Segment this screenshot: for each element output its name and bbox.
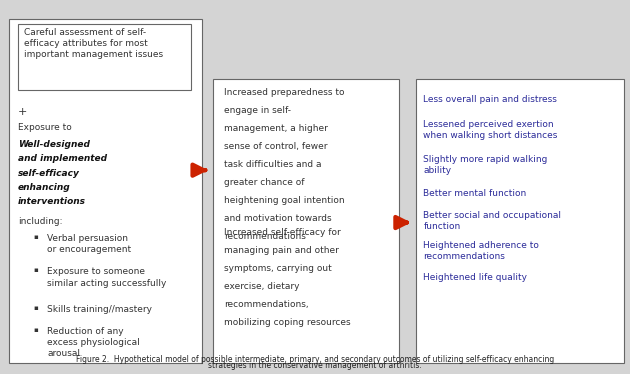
Text: Exposure to someone
similar acting successfully: Exposure to someone similar acting succe… (47, 267, 166, 288)
Text: ▪: ▪ (33, 234, 38, 240)
Text: ▪: ▪ (33, 327, 38, 333)
Text: management, a higher: management, a higher (224, 124, 328, 133)
Text: interventions: interventions (18, 197, 86, 206)
Bar (18, 24, 191, 90)
Text: strategies in the conservative management of arthritis.: strategies in the conservative managemen… (208, 361, 422, 370)
Text: Figure 2.  Hypothetical model of possible intermediate, primary, and secondary o: Figure 2. Hypothetical model of possible… (76, 355, 554, 364)
Bar (416, 79, 624, 363)
Text: Increased preparedness to: Increased preparedness to (224, 88, 344, 97)
Text: exercise, dietary: exercise, dietary (224, 282, 299, 291)
Text: Better mental function: Better mental function (423, 189, 527, 198)
Text: Skills training//mastery: Skills training//mastery (47, 305, 152, 314)
Text: Reduction of any
excess physiological
arousal: Reduction of any excess physiological ar… (47, 327, 140, 358)
Text: ▪: ▪ (33, 267, 38, 273)
Text: engage in self-: engage in self- (224, 106, 290, 115)
Text: Heightened life quality: Heightened life quality (423, 273, 527, 282)
Text: heightening goal intention: heightening goal intention (224, 196, 344, 205)
Text: Well-designed: Well-designed (18, 140, 89, 149)
Text: and implemented: and implemented (18, 154, 106, 163)
Text: enhancing: enhancing (18, 183, 71, 192)
Text: sense of control, fewer: sense of control, fewer (224, 142, 327, 151)
Text: Verbal persuasion
or encouragement: Verbal persuasion or encouragement (47, 234, 132, 254)
Text: Increased self-efficacy for: Increased self-efficacy for (224, 228, 340, 237)
Text: Exposure to: Exposure to (18, 123, 71, 132)
Bar (9, 19, 202, 363)
Text: Heightened adherence to
recommendations: Heightened adherence to recommendations (423, 241, 539, 261)
Text: Slightly more rapid walking
ability: Slightly more rapid walking ability (423, 155, 547, 175)
Text: and motivation towards: and motivation towards (224, 214, 331, 223)
Text: +: + (18, 107, 27, 117)
Text: Careful assessment of self-
efficacy attributes for most
important management is: Careful assessment of self- efficacy att… (24, 28, 163, 59)
Text: ▪: ▪ (33, 305, 38, 311)
Text: task difficulties and a: task difficulties and a (224, 160, 321, 169)
Text: recommendations,: recommendations, (224, 300, 308, 309)
Text: Better social and occupational
function: Better social and occupational function (423, 211, 561, 232)
Text: Lessened perceived exertion
when walking short distances: Lessened perceived exertion when walking… (423, 120, 558, 140)
Text: greater chance of: greater chance of (224, 178, 304, 187)
Text: including:: including: (18, 217, 62, 226)
Bar (213, 79, 399, 363)
Text: Less overall pain and distress: Less overall pain and distress (423, 95, 558, 104)
Text: managing pain and other: managing pain and other (224, 246, 338, 255)
Text: mobilizing coping resources: mobilizing coping resources (224, 318, 350, 327)
Text: symptoms, carrying out: symptoms, carrying out (224, 264, 331, 273)
Text: self-efficacy: self-efficacy (18, 169, 79, 178)
Text: recommendations: recommendations (224, 232, 306, 240)
